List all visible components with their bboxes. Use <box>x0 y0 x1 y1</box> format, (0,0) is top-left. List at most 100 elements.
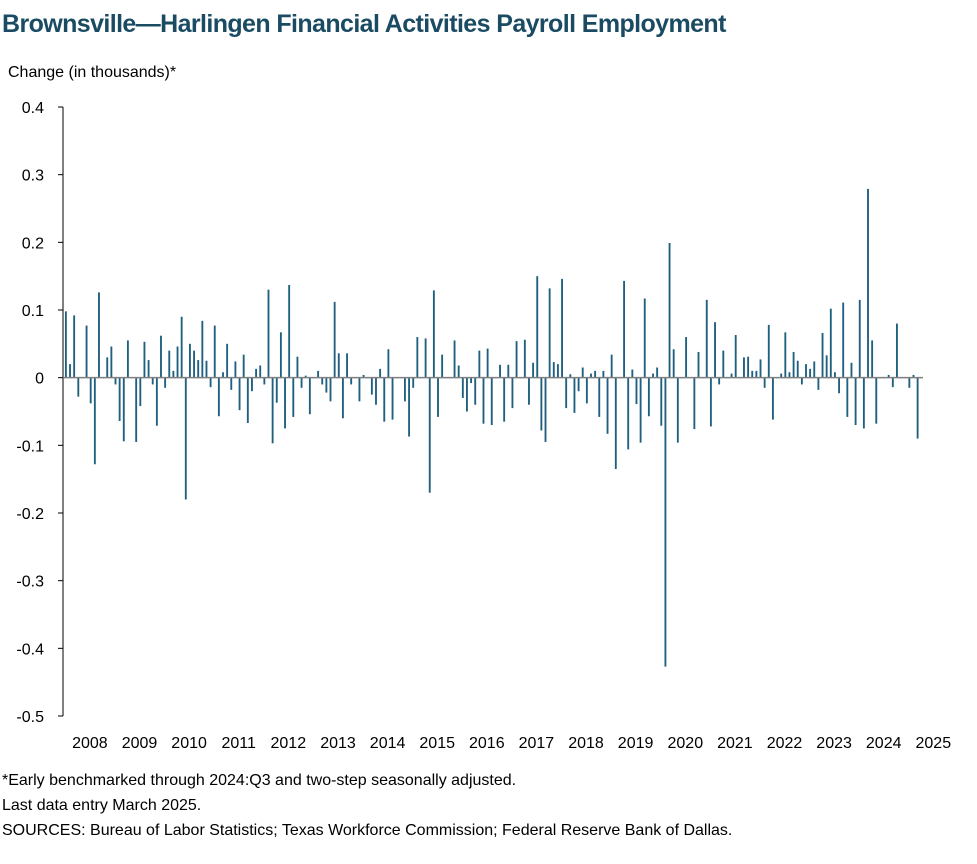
bar <box>763 377 766 388</box>
bar <box>470 377 473 384</box>
bar <box>536 276 539 378</box>
bar <box>242 354 245 378</box>
bar <box>391 377 394 420</box>
bar <box>685 337 688 378</box>
bar <box>821 333 824 378</box>
bar <box>540 377 543 431</box>
bar <box>734 335 737 378</box>
bar <box>747 356 750 378</box>
bar <box>321 377 324 385</box>
bar <box>275 377 278 403</box>
bar <box>358 377 361 402</box>
bar <box>325 377 328 393</box>
bar <box>854 377 857 426</box>
bar <box>98 292 100 378</box>
x-tick-label: 2023 <box>816 735 852 752</box>
bar <box>834 372 836 378</box>
bar <box>490 377 493 426</box>
bar <box>672 349 675 378</box>
bar <box>817 377 820 390</box>
bar <box>114 377 117 385</box>
bar <box>528 377 530 405</box>
bar <box>168 350 171 378</box>
x-tick-label: 2019 <box>618 735 654 752</box>
bar <box>288 284 291 378</box>
bar <box>577 377 580 392</box>
bar <box>850 362 853 378</box>
bar <box>255 368 258 378</box>
bar <box>246 377 249 424</box>
bar <box>308 377 311 415</box>
bar <box>722 350 725 378</box>
bar <box>697 351 700 378</box>
bar <box>623 280 625 378</box>
bar <box>652 373 654 378</box>
bar <box>602 370 605 378</box>
bar <box>515 341 518 378</box>
bar <box>718 377 721 385</box>
bar <box>503 377 506 422</box>
x-tick-label: 2008 <box>72 735 108 752</box>
bar <box>792 351 795 378</box>
bar <box>437 377 439 417</box>
bar <box>106 357 109 378</box>
bar <box>590 373 592 378</box>
bar <box>147 360 150 378</box>
bar <box>478 350 481 378</box>
bar <box>428 377 431 493</box>
bar <box>523 339 526 378</box>
bar <box>507 364 510 378</box>
bar <box>499 364 501 378</box>
x-tick-labels: 2008 2009 2010 2011 2012 2013 2014 2015 2016 2017… <box>72 735 951 752</box>
bar <box>838 377 840 394</box>
bar <box>89 377 92 404</box>
x-tick-label: 2010 <box>171 735 207 752</box>
bar <box>825 355 828 378</box>
bar <box>77 377 80 397</box>
bar <box>581 367 584 378</box>
x-tick-label: 2021 <box>717 735 753 752</box>
bar <box>784 332 787 378</box>
x-tick-label: 2013 <box>320 735 356 752</box>
bar <box>110 346 113 378</box>
bar <box>896 323 898 378</box>
bar <box>118 377 121 421</box>
bar <box>466 377 468 412</box>
bar <box>598 377 601 417</box>
bar <box>350 377 353 385</box>
bar <box>544 377 547 442</box>
bar <box>217 377 220 417</box>
bar <box>151 377 154 385</box>
bar <box>635 377 638 405</box>
bar <box>271 377 274 444</box>
bar <box>709 377 712 427</box>
bar <box>556 364 559 378</box>
bar <box>862 377 865 429</box>
bar <box>842 302 845 378</box>
footnotes: *Early benchmarked through 2024:Q3 and t… <box>2 768 732 843</box>
bar <box>846 377 849 417</box>
bar <box>594 370 597 378</box>
bar <box>164 377 167 388</box>
bar <box>346 353 348 378</box>
y-tick-label: 0.4 <box>22 100 44 117</box>
bar <box>251 377 253 392</box>
bar <box>809 368 812 378</box>
y-tick-label: -0.4 <box>16 641 44 658</box>
bar <box>453 340 456 378</box>
bar <box>887 374 890 378</box>
bar <box>379 368 382 378</box>
bar <box>64 311 67 378</box>
bar <box>226 343 229 378</box>
bar <box>788 372 791 378</box>
bar-chart: 0.40.30.20.10-0.1-0.2-0.3-0.4-0.5 2008 20… <box>16 100 951 752</box>
bar <box>660 377 663 426</box>
bar <box>155 377 158 426</box>
bar <box>548 288 551 378</box>
bar <box>565 377 568 409</box>
y-tick-label: 0.1 <box>22 303 44 320</box>
bar <box>511 377 514 409</box>
bar <box>284 377 286 429</box>
bar <box>664 377 667 667</box>
x-tick-label: 2020 <box>668 735 704 752</box>
